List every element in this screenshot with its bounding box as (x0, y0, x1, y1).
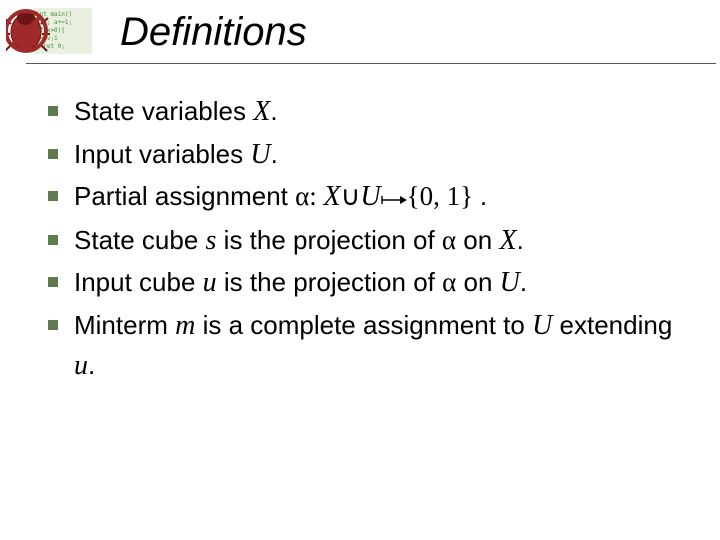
math-symbol: U (250, 139, 270, 170)
math-symbol: u (74, 350, 88, 381)
text: Minterm (74, 310, 175, 340)
text: is the projection of (216, 225, 441, 255)
text: Partial assignment (74, 181, 295, 211)
text: . (271, 139, 278, 169)
text: is a complete assignment to (195, 310, 532, 340)
text: . (480, 181, 487, 211)
math-symbol: X (253, 96, 270, 127)
math-expression: α: X∪U{0, 1} (295, 181, 480, 211)
text: . (517, 225, 524, 255)
list-item: Input variables U. (48, 135, 700, 176)
text: Input cube (74, 267, 203, 297)
slide: int main() m++; a+=1; if(x>0){ p=&v;1 } … (0, 0, 720, 540)
list-item: State cube s is the projection of α on X… (48, 221, 700, 262)
list-item: Minterm m is a complete assignment to U … (48, 306, 700, 387)
math-symbol: s (206, 225, 217, 256)
slide-content: State variables X. Input variables U. Pa… (48, 92, 700, 387)
text: . (88, 350, 95, 380)
text: State variables (74, 96, 253, 126)
slide-title: Definitions (120, 8, 720, 55)
math-symbol: U (500, 267, 520, 298)
list-item: Input cube u is the projection of α on U… (48, 263, 700, 304)
text: on (456, 225, 499, 255)
text: Input variables (74, 139, 250, 169)
math-symbol: α (442, 267, 456, 297)
text: . (270, 96, 277, 126)
text: State cube (74, 225, 206, 255)
text: is the projection of (217, 267, 442, 297)
text: on (456, 267, 499, 297)
math-symbol: α (442, 225, 456, 255)
math-symbol: m (175, 310, 195, 341)
list-item: Partial assignment α: X∪U{0, 1} . (48, 177, 700, 218)
text: extending (552, 310, 672, 340)
title-underline (26, 63, 716, 64)
list-item: State variables X. (48, 92, 700, 133)
logo-bug-icon: int main() m++; a+=1; if(x>0){ p=&v;1 } … (6, 6, 94, 56)
math-symbol: u (203, 267, 217, 298)
bullet-list: State variables X. Input variables U. Pa… (48, 92, 700, 387)
math-symbol: U (532, 310, 552, 341)
text: . (520, 267, 527, 297)
math-symbol: X (499, 225, 516, 256)
slide-header: int main() m++; a+=1; if(x>0){ p=&v;1 } … (0, 0, 720, 64)
